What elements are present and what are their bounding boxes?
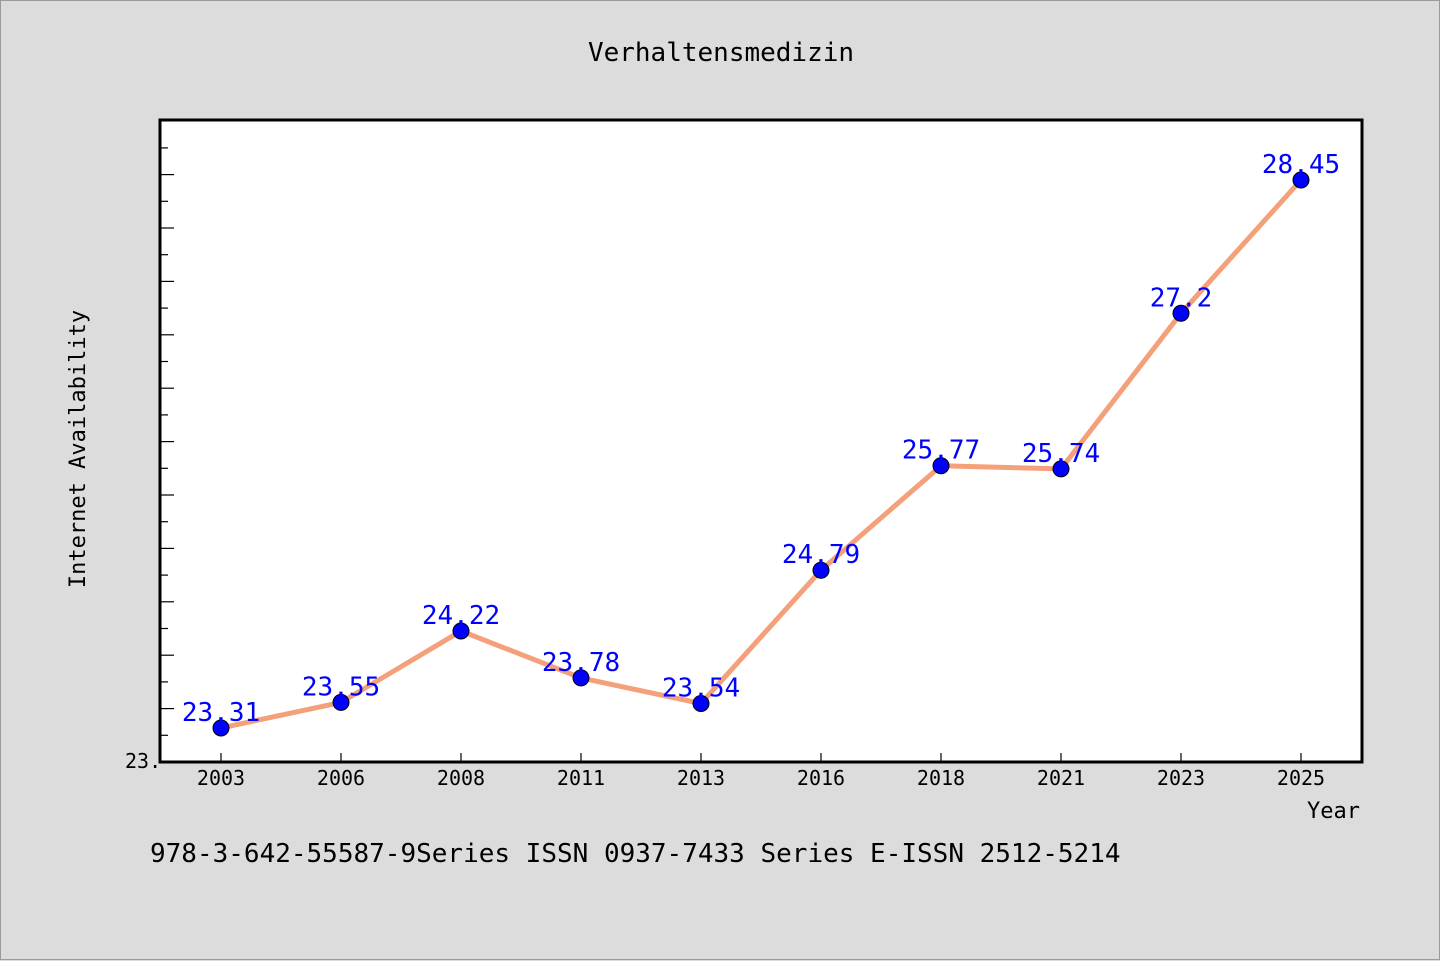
data-point [1052, 460, 1070, 478]
data-label: 25.74 [1022, 439, 1100, 469]
x-tick-label: 2021 [1037, 766, 1085, 790]
x-axis-ticks: 2003 2006 2008 2011 2013 2016 2018 2021 2023 2025 [197, 753, 1325, 790]
data-label: 23.31 [182, 698, 260, 728]
data-point [332, 693, 350, 711]
data-label: 23.78 [542, 648, 620, 678]
x-tick-label: 2006 [317, 766, 365, 790]
footer-isbn-issn: 978-3-642-55587-9Series ISSN 0937-7433 S… [150, 839, 1121, 869]
data-label: 24.79 [782, 540, 860, 570]
series-line [220, 178, 1303, 731]
y-tick-label: 23. [125, 749, 161, 773]
data-label: 27.2 [1150, 283, 1213, 313]
x-tick-label: 2008 [437, 766, 485, 790]
x-tick-label: 2011 [557, 766, 605, 790]
data-point [932, 457, 950, 475]
x-tick-label: 2025 [1277, 766, 1325, 790]
data-point [1172, 304, 1190, 322]
plot-area [158, 118, 1364, 764]
x-tick-label: 2023 [1157, 766, 1205, 790]
x-tick-label: 2003 [197, 766, 245, 790]
data-point [452, 622, 470, 640]
x-axis-label: Year [1307, 799, 1360, 824]
data-point [212, 719, 230, 737]
data-label: 23.54 [662, 673, 740, 703]
y-axis-ticks [160, 147, 174, 763]
data-point [1292, 171, 1310, 189]
y-axis-label: Internet Availability [66, 310, 91, 588]
x-tick-label: 2016 [797, 766, 845, 790]
data-point [812, 561, 830, 579]
data-point [572, 669, 590, 687]
data-label: 25.77 [902, 436, 980, 466]
data-label: 28.45 [1262, 150, 1340, 180]
data-label: 23.55 [302, 672, 380, 702]
data-label: 24.22 [422, 601, 500, 631]
data-point [692, 694, 710, 712]
x-tick-label: 2018 [917, 766, 965, 790]
series-layer: 23.31 23.55 24.22 23.78 23.54 24.79 25.77 25.74… [182, 150, 1340, 737]
x-tick-label: 2013 [677, 766, 725, 790]
chart-title: Verhaltensmedizin [588, 38, 854, 68]
